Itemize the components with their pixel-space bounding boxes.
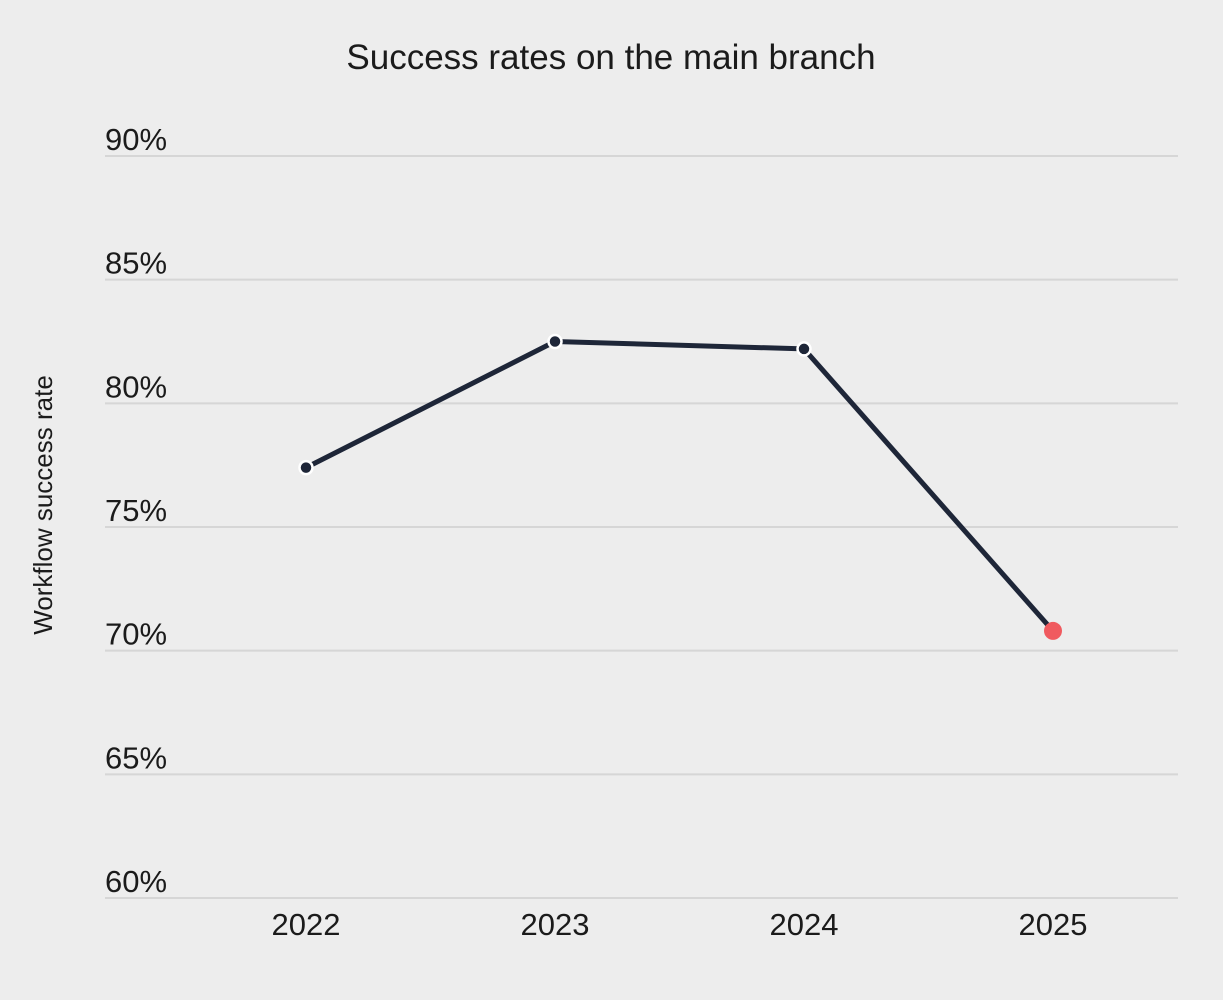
y-tick-label: 80% bbox=[105, 369, 167, 404]
y-tick-label: 85% bbox=[105, 246, 167, 281]
x-tick-label: 2022 bbox=[272, 907, 341, 942]
data-points bbox=[298, 333, 1062, 640]
y-axis-ticks: 90% 85% 80% 75% 70% 65% 60% bbox=[105, 122, 167, 899]
x-tick-label: 2025 bbox=[1019, 907, 1088, 942]
x-tick-label: 2023 bbox=[521, 907, 590, 942]
data-point-2023 bbox=[547, 333, 563, 350]
y-tick-label: 60% bbox=[105, 864, 167, 899]
data-point-2022 bbox=[298, 459, 314, 476]
y-tick-label: 90% bbox=[105, 122, 167, 157]
y-tick-label: 65% bbox=[105, 740, 167, 775]
y-tick-label: 70% bbox=[105, 617, 167, 652]
gridlines bbox=[105, 155, 1178, 899]
series-layer bbox=[303, 339, 1056, 634]
chart-title: Success rates on the main branch bbox=[346, 38, 875, 77]
y-tick-label: 75% bbox=[105, 493, 167, 528]
x-tick-label: 2024 bbox=[770, 907, 839, 942]
data-point-2024 bbox=[796, 341, 812, 357]
y-axis-label: Workflow success rate bbox=[28, 375, 58, 635]
series-line bbox=[303, 339, 1056, 634]
x-axis-ticks: 2022 2023 2024 2025 bbox=[272, 907, 1088, 942]
data-point-2025 bbox=[1044, 621, 1062, 640]
